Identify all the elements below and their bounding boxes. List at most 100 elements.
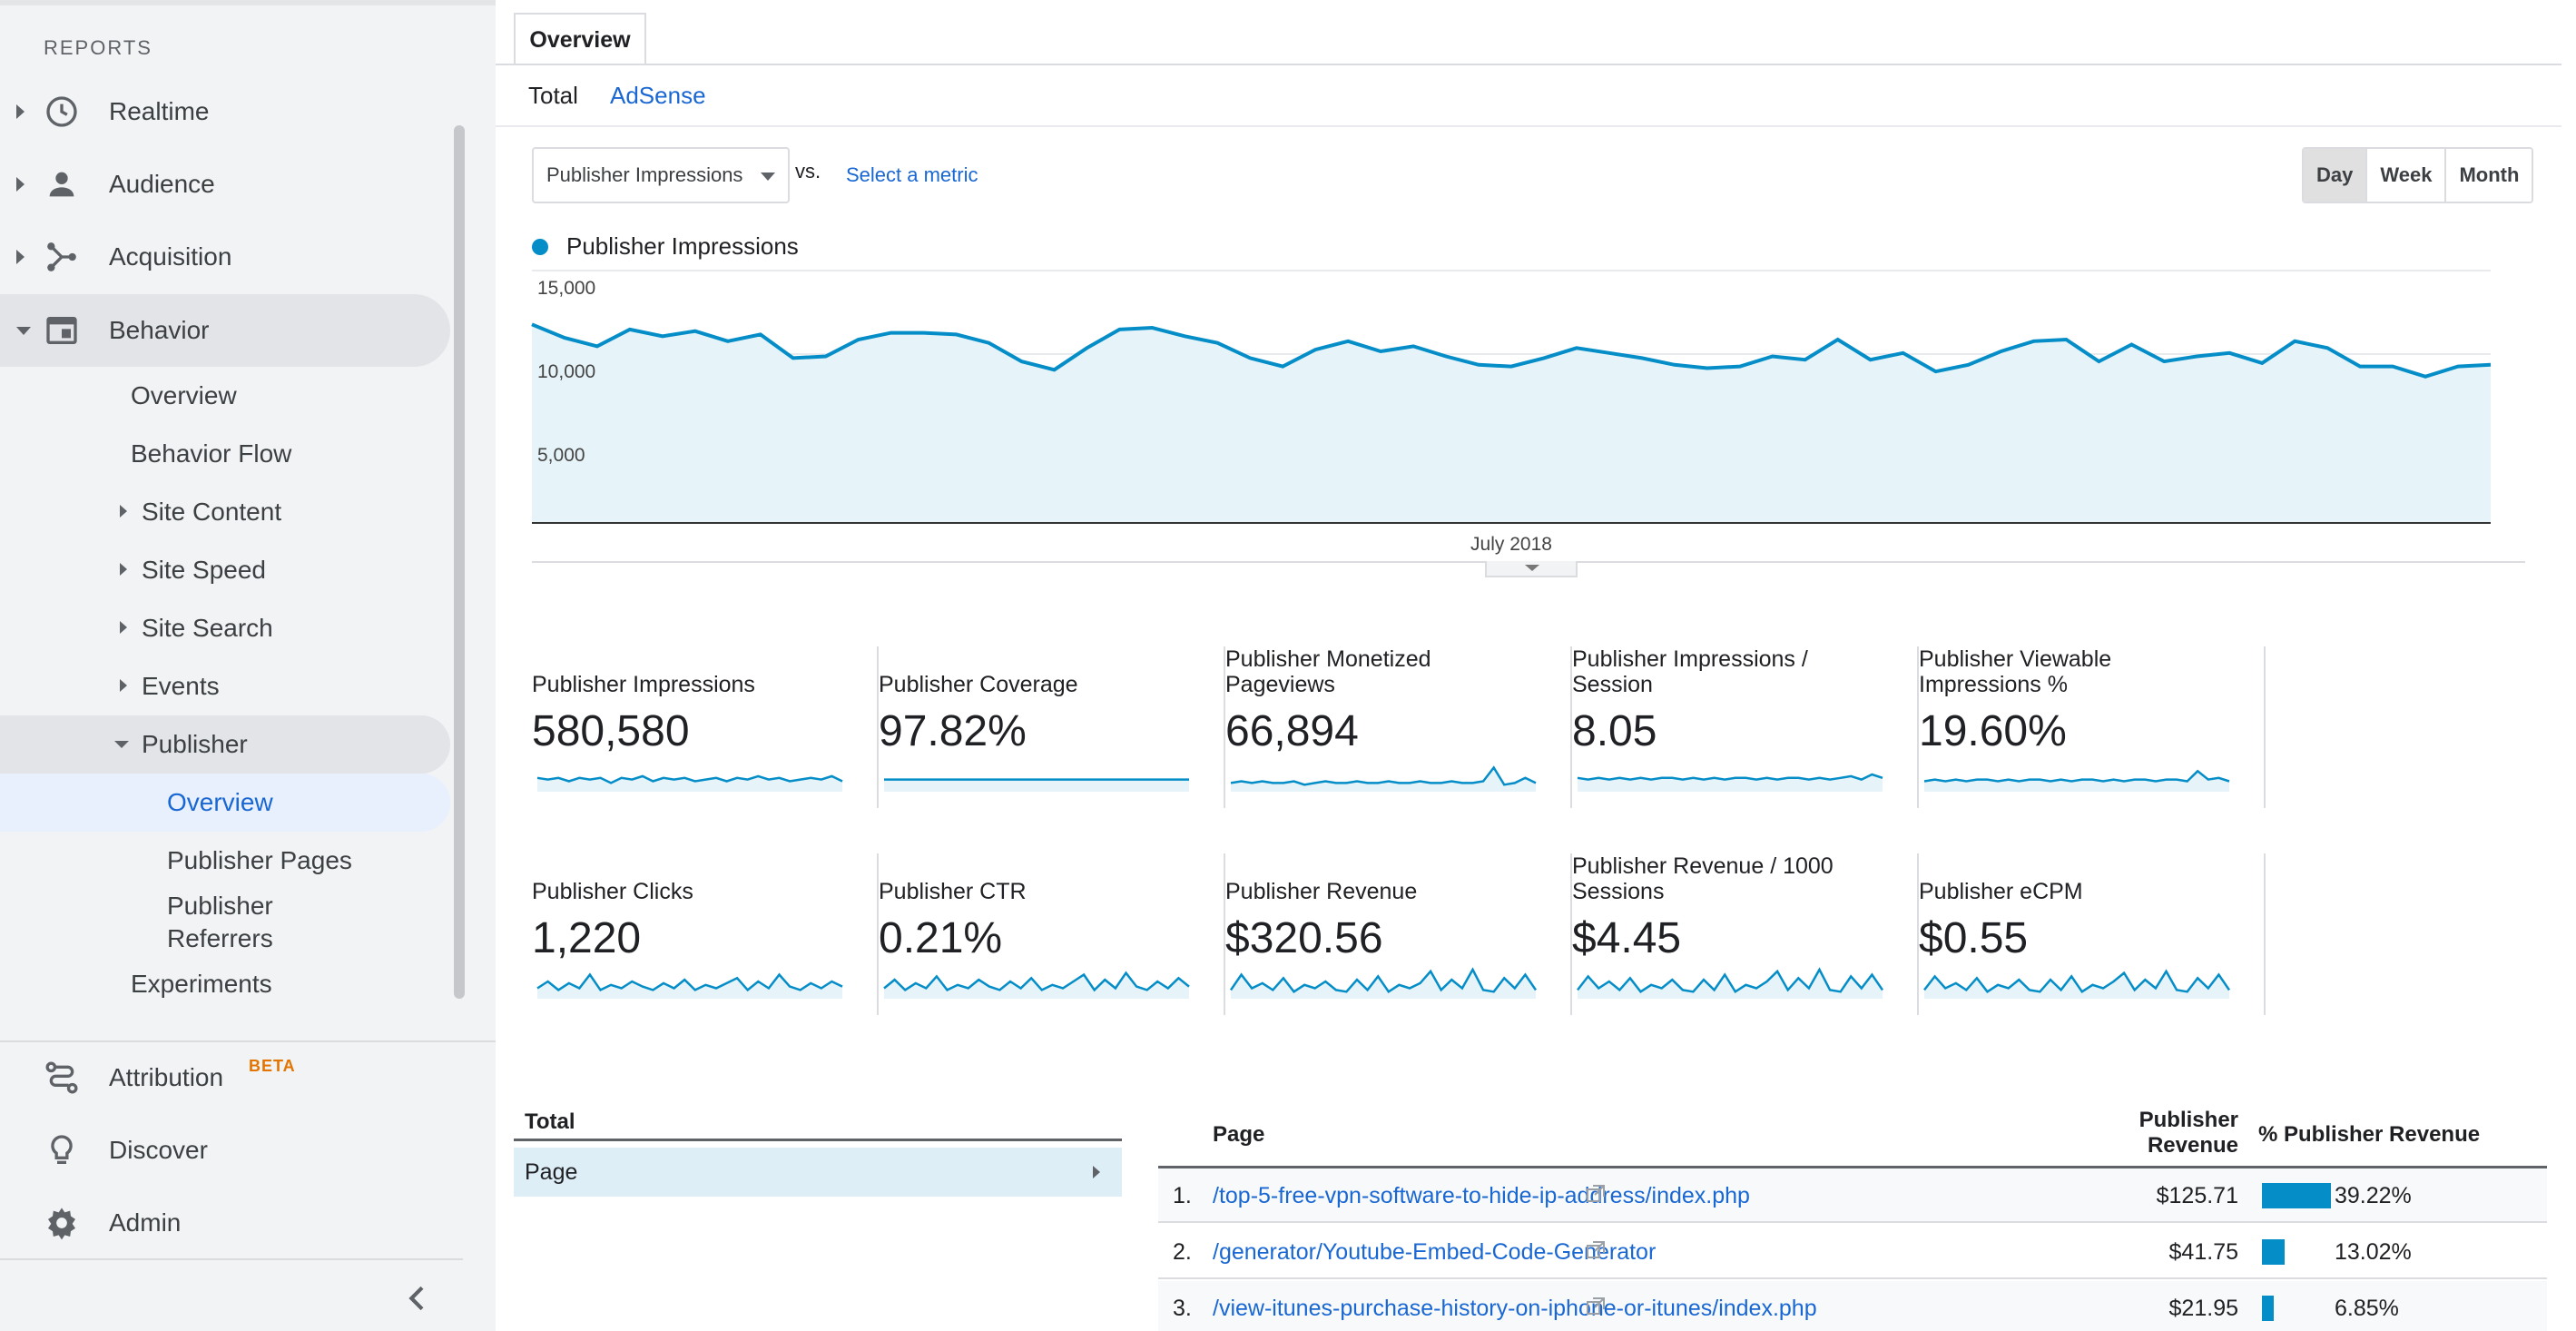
sparkline-area [884,779,1189,792]
sidebar-scrollbar[interactable] [454,125,465,999]
sidebar-item-behavior[interactable]: Behavior [0,297,454,364]
sidebar-item-label: Discover [109,1136,208,1164]
scorecard-value: 580,580 [532,707,690,755]
scorecard[interactable]: Publisher Impressions / Session 8.05 [1572,646,1919,808]
scorecard[interactable]: Publisher Coverage 97.82% [879,646,1225,808]
open-external-icon[interactable] [1585,1296,1607,1317]
sparkline-line [536,774,843,784]
lightbulb-icon [51,1135,73,1164]
subtab-total[interactable]: Total [528,82,578,109]
subtab-adsense[interactable]: AdSense [610,82,706,109]
acquisition-icon [47,242,76,271]
page-link[interactable]: /generator/Youtube-Embed-Code-Generator [1213,1239,1657,1265]
sidebar-item-label: Audience [109,170,215,198]
chevron-right-icon [120,505,127,518]
pct-bar [2262,1183,2331,1208]
dimension-divider [514,1139,1122,1141]
scorecard-value: 19.60% [1919,707,2067,755]
scorecard[interactable]: Publisher Revenue / 1000 Sessions $4.45 [1572,853,1919,1015]
chevron-down-icon [1525,565,1539,571]
sparkline-area [884,972,1189,999]
sidebar-item-acquisition[interactable]: Acquisition [0,223,454,291]
chevron-right-icon [16,177,25,192]
chevron-right-icon [16,250,25,264]
dimension-title: Total [525,1109,575,1134]
scorecard-sparkline [1230,765,1537,792]
metric-select[interactable]: Publisher Impressions [532,147,790,203]
sidebar-subitem-publisher-referrers[interactable]: Publisher Referrers [167,892,273,953]
tab-divider [496,64,2561,65]
sidebar-subitem-publisher-pages[interactable]: Publisher Pages [167,846,352,874]
sidebar-subitem-behavior-flow[interactable]: Behavior Flow [131,439,292,468]
scorecard-title-line: Publisher Revenue / 1000 [1572,853,1834,879]
expand-chart-button[interactable] [1485,561,1578,577]
column-header-pct-revenue[interactable]: % Publisher Revenue [2258,1122,2481,1147]
column-header-page[interactable]: Page [1213,1122,1265,1147]
row-number: 1. [1173,1183,1192,1208]
sidebar-subitem-publisher[interactable]: Publisher [142,730,248,758]
legend-label: Publisher Impressions [566,232,799,260]
sidebar-subitem-overview[interactable]: Overview [131,381,237,409]
sparkline-line [1923,769,2230,783]
scorecard-sparkline [536,972,843,999]
scorecard[interactable]: Publisher Clicks 1,220 [532,853,879,1015]
scorecard-value: $0.55 [1919,914,2029,962]
open-external-icon[interactable] [1585,1183,1607,1205]
sparkline-area [1578,774,1883,792]
main-content: Overview Total AdSense Publisher Impress… [496,0,2576,1331]
sidebar-item-label: Admin [109,1208,182,1237]
sidebar-item-admin[interactable]: Admin [0,1189,454,1257]
scorecard-title: Publisher Clicks [532,879,859,904]
table-row: 2. /generator/Youtube-Embed-Code-Generato… [1158,1225,2547,1279]
table-header-divider [1158,1166,2547,1168]
scorecard[interactable]: Publisher Monetized Pageviews 66,894 [1225,646,1572,808]
sidebar: REPORTS Realtime Audience Acquisition [0,0,496,1331]
page-link[interactable]: /top-5-free-vpn-software-to-hide-ip-addr… [1213,1183,1750,1208]
scorecard-title-line: Publisher Impressions [532,672,755,697]
chevron-right-icon [120,621,127,634]
sidebar-item-realtime[interactable]: Realtime [0,78,454,145]
behavior-icon [46,317,77,344]
sidebar-subitem-publisher-overview[interactable]: Overview [167,788,273,816]
sidebar-subitem-experiments[interactable]: Experiments [131,970,272,998]
sidebar-subitem-site-content[interactable]: Site Content [142,498,282,526]
scorecard[interactable]: Publisher Impressions 580,580 [532,646,879,808]
period-day-button[interactable]: Day [2304,149,2368,202]
row-number: 3. [1173,1296,1192,1321]
sidebar-subitem-events[interactable]: Events [142,672,220,700]
scorecard-value: $320.56 [1225,914,1383,962]
dimension-row-page[interactable]: Page [514,1148,1122,1197]
scorecard-sparkline [1229,967,1538,999]
y-tick-label: 10,000 [537,361,595,382]
sidebar-item-audience[interactable]: Audience [0,151,454,218]
scorecard-title-line: Publisher Coverage [879,672,1078,697]
scorecard-sparkline [1923,769,2230,792]
sidebar-item-discover[interactable]: Discover [0,1117,454,1184]
sidebar-item-label: Attribution [109,1063,224,1091]
scorecard[interactable]: Publisher eCPM $0.55 [1919,853,2266,1015]
sidebar-item-attribution[interactable]: Attribution [0,1044,454,1111]
scorecard[interactable]: Publisher Viewable Impressions % 19.60% [1919,646,2266,808]
sidebar-subitem-site-speed[interactable]: Site Speed [142,556,266,584]
sidebar-subitem-selected-highlight [0,774,450,832]
sparkline-line [536,972,843,992]
period-month-button[interactable]: Month [2446,149,2532,202]
scorecard-value: 1,220 [532,914,642,962]
open-external-icon[interactable] [1585,1239,1607,1261]
sidebar-subitem-site-search[interactable]: Site Search [142,614,273,642]
scorecard-title-line: Publisher CTR [879,879,1027,904]
scorecard-title-line: Publisher Monetized [1225,646,1431,672]
chevron-down-icon [761,173,775,181]
tab-overview[interactable]: Overview [514,13,646,65]
sidebar-item-label: Acquisition [109,242,232,271]
select-metric-link[interactable]: Select a metric [846,163,978,186]
page-link[interactable]: /view-itunes-purchase-history-on-iphone-… [1213,1296,1817,1321]
sparkline-line [1923,969,2231,994]
scorecard[interactable]: Publisher CTR 0.21% [879,853,1225,1015]
period-week-button[interactable]: Week [2367,149,2447,202]
scorecard-title-line: Sessions [1572,879,1665,904]
collapse-sidebar-icon[interactable] [399,1280,436,1316]
scorecard[interactable]: Publisher Revenue $320.56 [1225,853,1572,1015]
scorecard-title-line: Impressions % [1919,672,2068,697]
column-header-revenue[interactable]: Publisher Revenue [2111,1108,2238,1158]
